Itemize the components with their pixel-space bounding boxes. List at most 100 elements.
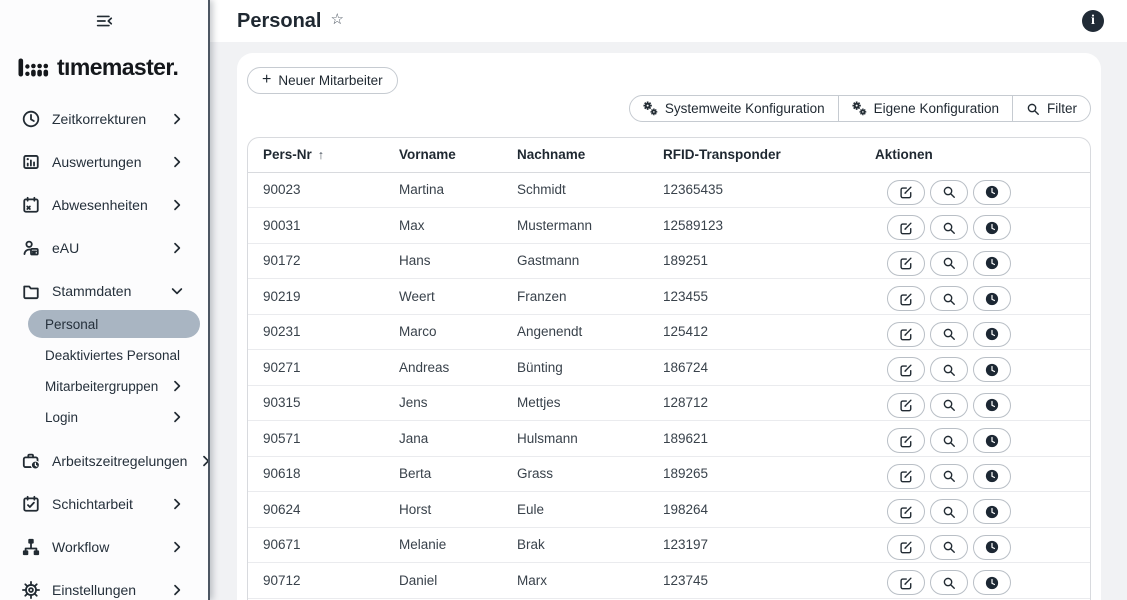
- table-row: 90031 Max Mustermann 12589123: [248, 207, 1090, 244]
- view-details-button[interactable]: [930, 286, 968, 312]
- edit-employee-button[interactable]: [887, 463, 925, 489]
- edit-employee-button[interactable]: [887, 392, 925, 418]
- view-details-button[interactable]: [930, 499, 968, 525]
- view-details-button[interactable]: [930, 428, 968, 454]
- edit-employee-button[interactable]: [887, 179, 925, 205]
- time-records-button[interactable]: [973, 570, 1011, 596]
- view-details-button[interactable]: [930, 357, 968, 383]
- top-bar: Personal ☆ i: [210, 0, 1127, 42]
- time-records-button[interactable]: [973, 179, 1011, 205]
- clock-filled-icon: [985, 327, 999, 341]
- cell-rfid: 198264: [648, 491, 860, 528]
- collapse-sidebar-button[interactable]: [89, 6, 119, 36]
- view-details-button[interactable]: [930, 570, 968, 596]
- edit-pencil-icon: [899, 185, 913, 199]
- clock-filled-icon: [985, 576, 999, 590]
- cell-nachname: Angenendt: [502, 314, 648, 350]
- view-details-button[interactable]: [930, 463, 968, 489]
- table-row: 90571 Jana Hulsmann 189621: [248, 420, 1090, 457]
- cell-nachname: Hulsmann: [502, 420, 648, 457]
- edit-employee-button[interactable]: [887, 534, 925, 560]
- cell-persnr: 90671: [248, 527, 384, 563]
- cell-nachname: Bünting: [502, 349, 648, 386]
- sidebar-item-login[interactable]: Login: [28, 403, 200, 431]
- column-header-rfid[interactable]: RFID-Transponder: [648, 138, 860, 173]
- sidebar-item-eau[interactable]: eAU: [0, 226, 208, 269]
- edit-pencil-icon: [899, 469, 913, 483]
- table-row: 90231 Marco Angenendt 125412: [248, 314, 1090, 350]
- search-icon: [942, 292, 956, 306]
- edit-employee-button[interactable]: [887, 321, 925, 347]
- cell-vorname: Jens: [384, 385, 502, 421]
- cell-rfid: 123745: [648, 562, 860, 599]
- row-actions: [875, 317, 1090, 347]
- column-header-vorname[interactable]: Vorname: [384, 138, 502, 173]
- view-details-button[interactable]: [930, 250, 968, 276]
- time-records-button[interactable]: [973, 428, 1011, 454]
- sidebar-item-stammdaten[interactable]: Stammdaten: [0, 269, 208, 312]
- row-actions: [875, 352, 1090, 383]
- column-header-persnr[interactable]: Pers-Nr ↑: [248, 138, 384, 173]
- own-config-button[interactable]: Eigene Konfiguration: [837, 96, 1012, 121]
- sidebar-item-arbeitszeitregelungen[interactable]: Arbeitszeitregelungen: [0, 439, 208, 482]
- edit-employee-button[interactable]: [887, 499, 925, 525]
- time-records-button[interactable]: [973, 534, 1011, 560]
- row-actions: [875, 388, 1090, 418]
- view-details-button[interactable]: [930, 215, 968, 241]
- edit-employee-button[interactable]: [887, 215, 925, 241]
- sidebar-item-workflow[interactable]: Workflow: [0, 525, 208, 568]
- table-row: 90712 Daniel Marx 123745: [248, 562, 1090, 599]
- sort-ascending-icon: ↑: [317, 148, 325, 163]
- favorite-star-icon[interactable]: ☆: [330, 11, 344, 28]
- cell-persnr: 90231: [248, 314, 384, 350]
- time-records-button[interactable]: [973, 321, 1011, 347]
- filter-button[interactable]: Filter: [1012, 96, 1090, 121]
- time-records-button[interactable]: [973, 286, 1011, 312]
- systemwide-config-button[interactable]: Systemweite Konfiguration: [630, 96, 838, 121]
- clock-filled-icon: [985, 363, 999, 377]
- clock-filled-icon: [985, 398, 999, 412]
- edit-employee-button[interactable]: [887, 357, 925, 383]
- view-details-button[interactable]: [930, 534, 968, 560]
- info-button[interactable]: i: [1082, 10, 1104, 32]
- time-records-button[interactable]: [973, 499, 1011, 525]
- view-details-button[interactable]: [930, 179, 968, 205]
- config-button-group: Systemweite Konfiguration Eigene Konfigu…: [628, 95, 1091, 122]
- cell-persnr: 90315: [248, 385, 384, 421]
- sidebar-item-deaktiviertes-personal[interactable]: Deaktiviertes Personal: [45, 347, 181, 363]
- search-icon: [942, 434, 956, 448]
- time-records-button[interactable]: [973, 392, 1011, 418]
- sidebar-item-personal[interactable]: Personal: [28, 310, 200, 338]
- info-icon: i: [1091, 13, 1095, 28]
- edit-pencil-icon: [899, 221, 913, 235]
- cell-nachname: Mustermann: [502, 207, 648, 244]
- sidebar-item-einstellungen[interactable]: Einstellungen: [0, 568, 208, 600]
- row-actions: [875, 459, 1090, 489]
- chevron-right-icon: [170, 583, 184, 597]
- edit-employee-button[interactable]: [887, 250, 925, 276]
- view-details-button[interactable]: [930, 392, 968, 418]
- cell-persnr: 90031: [248, 207, 384, 244]
- briefcase-clock-icon: [22, 452, 40, 470]
- clock-filled-icon: [985, 292, 999, 306]
- sidebar-item-abwesenheiten[interactable]: Abwesenheiten: [0, 183, 208, 226]
- time-records-button[interactable]: [973, 357, 1011, 383]
- time-records-button[interactable]: [973, 215, 1011, 241]
- cell-vorname: Horst: [384, 491, 502, 528]
- sidebar-item-zeitkorrekturen[interactable]: Zeitkorrekturen: [0, 97, 208, 140]
- column-header-nachname[interactable]: Nachname: [502, 138, 648, 173]
- table-row: 90172 Hans Gastmann 189251: [248, 243, 1090, 279]
- view-details-button[interactable]: [930, 321, 968, 347]
- edit-employee-button[interactable]: [887, 428, 925, 454]
- folder-icon: [22, 282, 40, 300]
- sidebar-item-auswertungen[interactable]: Auswertungen: [0, 140, 208, 183]
- new-employee-button[interactable]: + Neuer Mitarbeiter: [247, 67, 398, 94]
- edit-employee-button[interactable]: [887, 570, 925, 596]
- sidebar-item-schichtarbeit[interactable]: Schichtarbeit: [0, 482, 208, 525]
- time-records-button[interactable]: [973, 463, 1011, 489]
- time-records-button[interactable]: [973, 250, 1011, 276]
- edit-employee-button[interactable]: [887, 286, 925, 312]
- sidebar-item-mitarbeitergruppen[interactable]: Mitarbeitergruppen: [28, 372, 200, 400]
- cell-vorname: Berta: [384, 456, 502, 492]
- edit-pencil-icon: [899, 256, 913, 270]
